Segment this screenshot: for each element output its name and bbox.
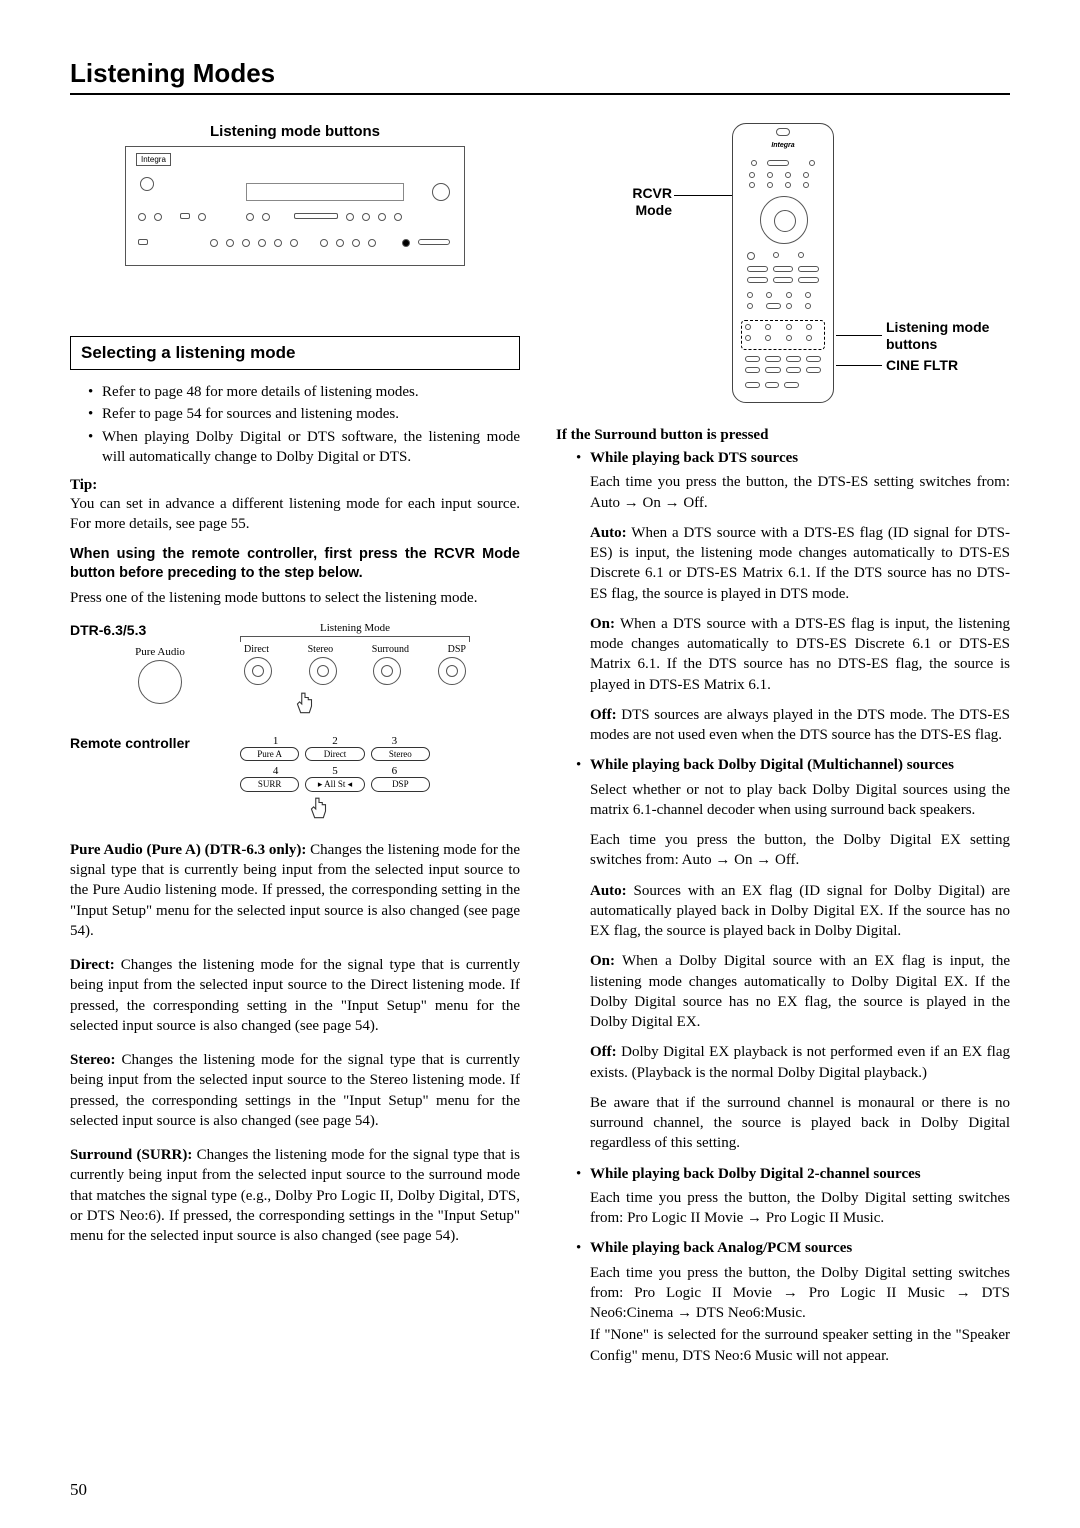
remote-btn: Direct xyxy=(305,747,364,761)
analog-text1: Each time you press the button, the Dolb… xyxy=(590,1263,1010,1324)
dts-off: Off: DTS sources are always played in th… xyxy=(590,705,1010,746)
dts-intro: Each time you press the button, the DTS-… xyxy=(590,472,1010,513)
receiver-illustration: Integra xyxy=(125,146,465,266)
para-pure-audio: Pure Audio (Pure A) (DTR-6.3 only): Chan… xyxy=(70,840,520,941)
press-instruction: Press one of the listening mode buttons … xyxy=(70,588,520,608)
remote-btn: Pure A xyxy=(240,747,299,761)
ddmc-auto: Auto: Sources with an EX flag (ID signal… xyxy=(590,881,1010,942)
page-number: 50 xyxy=(70,1480,87,1500)
pure-audio-knob-icon xyxy=(138,660,182,704)
remote-btn: ▸ All St ◂ xyxy=(305,777,364,792)
num-6: 6 xyxy=(392,765,398,777)
receiver-illustration-label: Listening mode buttons xyxy=(70,123,520,140)
hand-pointer-icon xyxy=(306,796,332,822)
para-direct: Direct: Changes the listening mode for t… xyxy=(70,955,520,1036)
remote-btn: DSP xyxy=(371,777,430,792)
callout-cine-fltr: CINE FLTR xyxy=(886,357,958,374)
remote-controller-row: Remote controller 1 2 3 Pure A Direct St… xyxy=(70,735,520,822)
dts-on: On: When a DTS source with a DTS-ES flag… xyxy=(590,614,1010,695)
dd2ch-bullet: While playing back Dolby Digital 2-chann… xyxy=(576,1164,1010,1184)
callout-rcvr-mode: RCVR Mode xyxy=(612,185,672,219)
ddmc-off: Off: Dolby Digital EX playback is not pe… xyxy=(590,1042,1010,1083)
dts-bullet: While playing back DTS sources xyxy=(576,448,1010,468)
num-1: 1 xyxy=(273,735,279,747)
bullet-1: Refer to page 48 for more details of lis… xyxy=(88,382,520,402)
remote-controller-label: Remote controller xyxy=(70,735,210,751)
lm-label-surround: Surround xyxy=(372,644,409,655)
analog-bullet: While playing back Analog/PCM sources xyxy=(576,1238,1010,1258)
lm-button-icon xyxy=(373,657,401,685)
ddmc-intro2: Each time you press the button, the Dolb… xyxy=(590,830,1010,871)
remote-button-group: 1 2 3 Pure A Direct Stereo 4 5 6 SURR ▸ … xyxy=(240,735,430,822)
receiver-buttons-row: DTR-6.3/5.3 Pure Audio Listening Mode Di… xyxy=(70,622,520,717)
page-title: Listening Modes xyxy=(70,58,1010,95)
bullet-2: Refer to page 54 for sources and listeni… xyxy=(88,404,520,424)
remote-notice: When using the remote controller, first … xyxy=(70,545,520,584)
num-4: 4 xyxy=(273,765,279,777)
hand-pointer-icon xyxy=(292,691,318,717)
analog-text2: If "None" is selected for the surround s… xyxy=(590,1325,1010,1366)
section-heading-selecting: Selecting a listening mode xyxy=(70,336,520,370)
lm-button-icon xyxy=(244,657,272,685)
ddmc-intro: Select whether or not to play back Dolby… xyxy=(590,780,1010,821)
para-surround: Surround (SURR): Changes the listening m… xyxy=(70,1145,520,1246)
left-column: Listening mode buttons Integra xyxy=(70,123,520,1376)
num-2: 2 xyxy=(332,735,338,747)
remote-illustration: RCVR Mode Integra xyxy=(556,123,1010,413)
right-column: RCVR Mode Integra xyxy=(556,123,1010,1376)
para-stereo: Stereo: Changes the listening mode for t… xyxy=(70,1050,520,1131)
lm-group-title: Listening Mode xyxy=(240,622,470,634)
tip-heading: Tip: xyxy=(70,477,520,494)
ddmc-note: Be aware that if the surround channel is… xyxy=(590,1093,1010,1154)
bullet-3: When playing Dolby Digital or DTS softwa… xyxy=(88,427,520,468)
ddmc-bullet: While playing back Dolby Digital (Multic… xyxy=(576,755,1010,775)
remote-btn: SURR xyxy=(240,777,299,792)
lm-button-icon xyxy=(438,657,466,685)
dd2ch-text: Each time you press the button, the Dolb… xyxy=(590,1188,1010,1229)
tip-body: You can set in advance a different liste… xyxy=(70,494,520,535)
pure-audio-label: Pure Audio xyxy=(110,646,210,658)
remote-btn: Stereo xyxy=(371,747,430,761)
num-3: 3 xyxy=(392,735,398,747)
lm-button-icon xyxy=(309,657,337,685)
selecting-bullets: Refer to page 48 for more details of lis… xyxy=(88,382,520,467)
lm-label-stereo: Stereo xyxy=(308,644,334,655)
callout-listening-mode-buttons: Listening mode buttons xyxy=(886,319,1006,353)
model-label: DTR-6.3/5.3 xyxy=(70,622,210,638)
num-5: 5 xyxy=(332,765,338,777)
dts-auto: Auto: When a DTS source with a DTS-ES fl… xyxy=(590,523,1010,604)
listening-mode-button-group: Listening Mode Direct Stereo Surround DS… xyxy=(240,622,470,717)
lm-label-direct: Direct xyxy=(244,644,269,655)
surround-heading: If the Surround button is pressed xyxy=(556,427,1010,444)
ddmc-on: On: When a Dolby Digital source with an … xyxy=(590,951,1010,1032)
lm-label-dsp: DSP xyxy=(448,644,466,655)
